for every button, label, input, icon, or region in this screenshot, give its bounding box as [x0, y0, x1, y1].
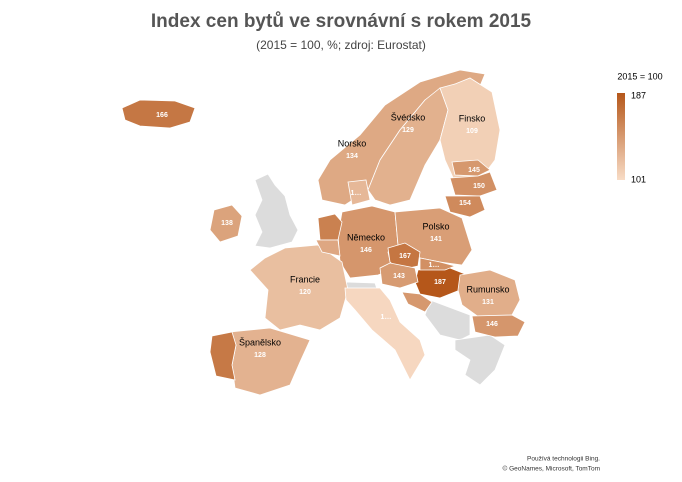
region-value: 1… — [381, 314, 392, 321]
region-value: 1… — [351, 190, 362, 197]
region — [209, 331, 237, 381]
region-value: 145 — [468, 167, 480, 174]
region — [451, 159, 491, 177]
region — [121, 99, 196, 129]
region-value: 134 — [346, 153, 358, 160]
region-value: 120 — [299, 289, 311, 296]
region-name: Švédsko — [391, 112, 426, 122]
region-name: Německo — [347, 232, 385, 242]
region-name: Francie — [290, 274, 320, 284]
legend-max: 187 — [631, 90, 646, 100]
attribution: © GeoNames, Microsoft, TomTom — [503, 465, 601, 473]
region-name: Polsko — [422, 221, 449, 231]
region — [449, 171, 498, 197]
region-value: 146 — [486, 321, 498, 328]
region-value: 128 — [254, 352, 266, 359]
region — [379, 262, 419, 289]
region — [401, 291, 433, 313]
region-name: Španělsko — [239, 337, 281, 347]
region-value: 141 — [430, 236, 442, 243]
region — [317, 213, 343, 241]
legend-gradient — [617, 93, 625, 180]
regions: 166 Norsko 134 Švédsko 129 Finsko 109 145 150 154… — [121, 69, 526, 396]
chart-subtitle: (2015 = 100, %; zdroj: Eurostat) — [256, 38, 426, 52]
region-value: 109 — [466, 128, 478, 135]
region — [347, 179, 371, 206]
region-value: 129 — [402, 127, 414, 134]
region-name: Norsko — [338, 138, 367, 148]
region-value: 150 — [473, 183, 485, 190]
region — [249, 244, 349, 331]
region-value: 146 — [360, 247, 372, 254]
region-value: 138 — [221, 220, 233, 227]
region-value: 131 — [482, 299, 494, 306]
legend-min: 101 — [631, 174, 646, 184]
legend-title: 2015 = 100 — [617, 71, 662, 81]
legend: 2015 = 100 187 101 — [617, 71, 663, 184]
region-value: 187 — [434, 279, 446, 286]
region-value: 166 — [156, 112, 168, 119]
region — [444, 195, 486, 218]
region-name: Rumunsko — [466, 284, 509, 294]
region-value: 143 — [393, 273, 405, 280]
region — [387, 242, 421, 271]
region — [419, 257, 457, 271]
chart-title: Index cen bytů ve srovnávní s rokem 2015 — [151, 11, 532, 32]
region — [209, 204, 243, 243]
no-data-countries — [254, 173, 506, 386]
region-name: Finsko — [459, 113, 486, 123]
region-value: 167 — [399, 253, 411, 260]
attribution: Používá technologii Bing. — [527, 456, 600, 463]
region — [315, 239, 341, 257]
region — [471, 314, 526, 338]
region — [344, 287, 426, 381]
region-value: 1… — [429, 262, 440, 269]
region-value: 154 — [459, 200, 471, 207]
